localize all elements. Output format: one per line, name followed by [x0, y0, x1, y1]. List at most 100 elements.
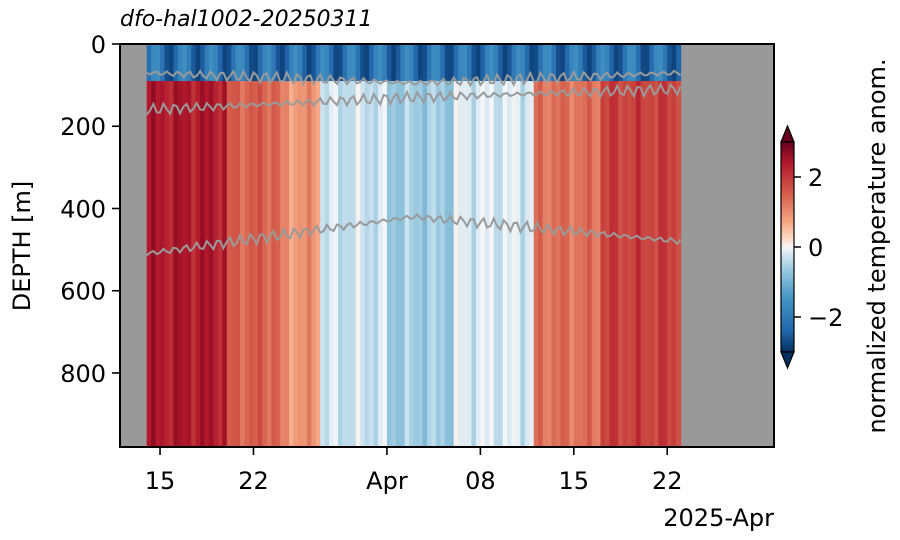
heatmap-cell — [186, 81, 192, 447]
heatmap-surface-cell — [435, 44, 441, 82]
heatmap-cell — [582, 81, 588, 447]
heatmap-surface-cell — [524, 44, 530, 82]
heatmap-surface-cell — [444, 44, 450, 82]
heatmap-surface-cell — [627, 44, 633, 82]
heatmap-cell — [618, 81, 624, 447]
y-tick-label: 800 — [60, 360, 106, 388]
heatmap-cell — [351, 81, 357, 447]
heatmap-surface-cell — [538, 44, 544, 82]
y-tick-label: 200 — [60, 113, 106, 141]
heatmap-cell — [355, 81, 361, 447]
heatmap-surface-cell — [489, 44, 495, 82]
heatmap-cell — [400, 81, 406, 447]
heatmap-surface-cell — [284, 44, 290, 82]
heatmap-cell — [311, 81, 317, 447]
heatmap-cell — [378, 81, 384, 447]
heatmap-cell — [435, 81, 441, 447]
heatmap-cell — [564, 81, 570, 447]
heatmap-surface-cell — [173, 44, 179, 82]
heatmap-cell — [204, 81, 210, 447]
heatmap-surface-cell — [306, 44, 312, 82]
heatmap-cell — [453, 81, 459, 447]
heatmap-cell — [271, 81, 277, 447]
heatmap-surface-cell — [164, 44, 170, 82]
heatmap-surface-cell — [360, 44, 366, 82]
heatmap-surface-cell — [480, 44, 486, 82]
colorbar-ticks: −2 0 2 — [794, 164, 843, 332]
heatmap-surface-cell — [240, 44, 246, 82]
heatmap-cell — [444, 81, 450, 447]
heatmap-cell — [515, 81, 522, 447]
heatmap-surface-cell — [520, 44, 526, 82]
middle-contour-line — [145, 81, 682, 116]
heatmap-cell — [257, 81, 263, 447]
colorbar-gradient — [780, 141, 795, 353]
heatmap-cell — [653, 81, 659, 447]
heatmap-cell — [364, 81, 370, 447]
heatmap-cell — [226, 81, 232, 447]
heatmap-surface-cell — [426, 44, 433, 82]
heatmap-surface-cell — [458, 44, 464, 82]
chart-title: dfo-hal1002-20250311 — [120, 7, 373, 32]
heatmap-surface-cell — [542, 44, 548, 82]
heatmap-surface-cell — [471, 44, 477, 82]
heatmap-surface-cell — [578, 44, 584, 82]
heatmap-layer — [120, 44, 774, 447]
heatmap-cell — [671, 81, 677, 447]
heatmap-cell — [449, 81, 455, 447]
heatmap-cell — [160, 81, 166, 447]
heatmap-cell — [484, 81, 490, 447]
heatmap-cell — [413, 81, 419, 447]
heatmap-surface-cell — [653, 44, 659, 82]
heatmap-surface-cell — [596, 44, 602, 82]
heatmap-surface-cell — [609, 44, 615, 82]
heatmap-cell — [293, 81, 299, 447]
heatmap-surface-cell — [302, 44, 308, 82]
heatmap-cell — [591, 81, 597, 447]
heatmap-cell — [177, 81, 183, 447]
heatmap-surface-cell — [462, 44, 468, 82]
colorbar-tick-label: 0 — [808, 234, 823, 262]
heatmap-cell — [604, 81, 610, 447]
heatmap-cell — [426, 81, 433, 447]
heatmap-surface-cell — [662, 44, 668, 82]
heatmap-cell — [538, 81, 544, 447]
heatmap-surface-cell — [564, 44, 570, 82]
heatmap-surface-cell — [364, 44, 370, 82]
heatmap-surface-cell — [600, 44, 606, 82]
heatmap-cell — [667, 81, 673, 447]
heatmap-cell — [471, 81, 477, 447]
heatmap-surface-cell — [644, 44, 651, 82]
heatmap-surface-cell — [547, 44, 553, 82]
upper-contour-line — [146, 68, 682, 88]
heatmap-cell — [155, 81, 161, 447]
heatmap-surface-cell — [431, 44, 437, 82]
heatmap-cell — [462, 81, 468, 447]
heatmap-surface-cell — [404, 44, 410, 82]
heatmap-surface-cell — [507, 44, 513, 82]
heatmap-surface-cell — [551, 44, 557, 82]
heatmap-cell — [195, 81, 201, 447]
colorbar-extend-max — [780, 124, 795, 143]
colorbar-tick-label: 2 — [808, 164, 823, 192]
heatmap-cell — [573, 81, 579, 447]
heatmap-cell — [249, 81, 255, 447]
heatmap-surface-cell — [498, 44, 504, 82]
heatmap-surface-cell — [182, 44, 188, 82]
heatmap-surface-cell — [289, 44, 295, 82]
heatmap-surface-cell — [226, 44, 232, 82]
heatmap-surface-cell — [346, 44, 352, 82]
heatmap-surface-cell — [409, 44, 415, 82]
heatmap-cell — [182, 81, 188, 447]
heatmap-surface-cell — [208, 44, 215, 82]
heatmap-cell — [498, 81, 504, 447]
heatmap-cell — [382, 81, 388, 447]
heatmap-cell — [217, 81, 223, 447]
heatmap-surface-cell — [453, 44, 459, 82]
heatmap-surface-cell — [475, 44, 481, 82]
x-tick-label: 22 — [238, 467, 269, 495]
heatmap-cell — [164, 81, 170, 447]
heatmap-surface-cell — [253, 44, 259, 82]
heatmap-surface-cell — [533, 44, 539, 82]
heatmap-surface-cell — [213, 44, 219, 82]
